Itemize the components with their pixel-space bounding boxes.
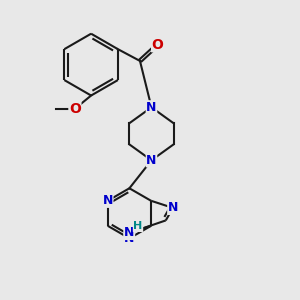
Text: N: N xyxy=(168,201,178,214)
Text: O: O xyxy=(152,38,164,52)
Text: N: N xyxy=(124,226,134,239)
Text: N: N xyxy=(103,194,113,207)
Text: N: N xyxy=(146,101,157,114)
Text: O: O xyxy=(69,102,81,116)
Text: N: N xyxy=(124,232,135,245)
Text: H: H xyxy=(134,221,142,232)
Text: N: N xyxy=(146,154,157,167)
